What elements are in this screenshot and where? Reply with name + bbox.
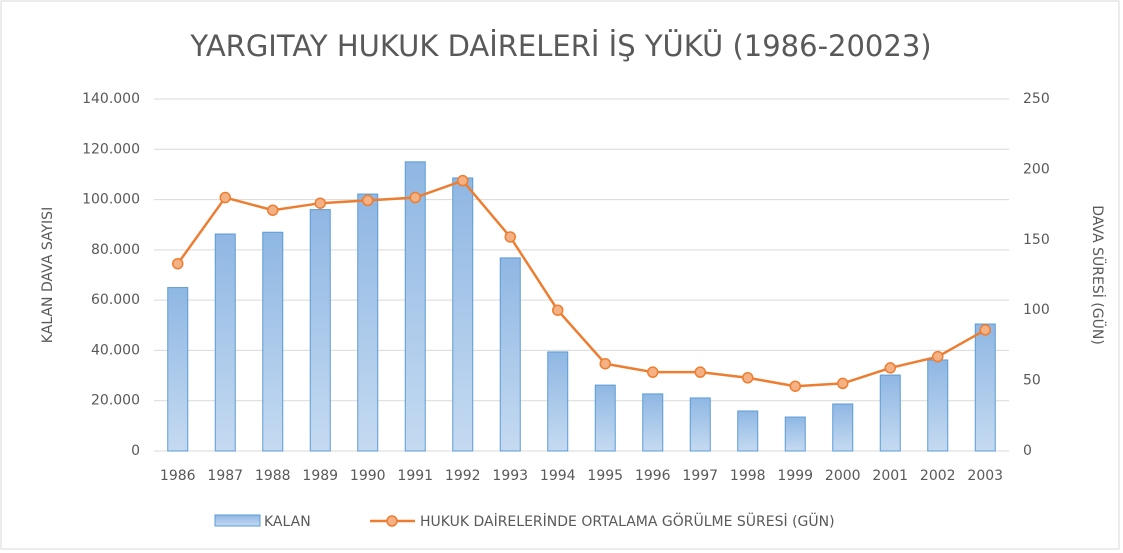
x-tick-label: 2002 <box>920 468 956 484</box>
y-tick-label: 20.000 <box>91 393 140 409</box>
bar <box>214 233 236 452</box>
line-marker <box>314 197 326 209</box>
bar <box>784 416 806 452</box>
bar <box>452 177 474 452</box>
legend-label: KALAN <box>264 514 311 530</box>
line-marker <box>362 194 374 207</box>
bar <box>499 257 521 452</box>
y2-tick-label: 0 <box>1023 443 1032 459</box>
x-tick-label: 1992 <box>445 468 481 484</box>
line-marker <box>409 191 421 204</box>
line-marker <box>647 366 659 378</box>
bar <box>879 374 901 452</box>
bar <box>737 410 759 452</box>
y2-tick-label: 200 <box>1023 161 1050 177</box>
x-tick-label: 1998 <box>730 468 766 484</box>
y-axis-title: KALAN DAVA SAYISI <box>40 207 56 343</box>
x-tick-label: 1995 <box>587 468 623 484</box>
x-tick-label: 1987 <box>207 468 243 484</box>
bar <box>927 359 949 452</box>
bar <box>832 403 854 452</box>
y2-axis-title: DAVA SÜRESİ (GÜN) <box>1089 205 1107 345</box>
bar <box>594 384 616 452</box>
x-tick-label: 1997 <box>682 468 718 484</box>
y-tick-label: 60.000 <box>91 292 140 308</box>
line-marker <box>789 380 801 392</box>
line-marker <box>504 231 516 243</box>
y-tick-label: 100.000 <box>82 192 140 208</box>
y2-tick-label: 150 <box>1023 232 1050 248</box>
x-tick-label: 1994 <box>540 468 576 484</box>
line-marker <box>694 366 706 378</box>
line-marker <box>599 357 611 370</box>
line <box>176 179 986 388</box>
y2-tick-label: 50 <box>1023 373 1041 389</box>
line-marker <box>742 372 754 384</box>
x-tick-label: 2001 <box>872 468 908 484</box>
x-tick-label: 1990 <box>350 468 386 484</box>
y2-tick-label: 100 <box>1023 302 1050 318</box>
legend-label: HUKUK DAİRELERİNDE ORTALAMA GÖRÜLME SÜRE… <box>420 512 835 530</box>
y-tick-label: 120.000 <box>82 141 140 157</box>
x-tick-label: 1996 <box>635 468 671 484</box>
y2-tick-label: 250 <box>1023 91 1050 107</box>
bar <box>689 397 711 452</box>
bar <box>547 351 569 452</box>
x-tick-label: 1991 <box>397 468 433 484</box>
legend-swatch-marker <box>386 515 398 527</box>
y-tick-label: 80.000 <box>91 242 140 258</box>
y-tick-label: 140.000 <box>82 91 140 107</box>
bar <box>167 287 189 452</box>
line-marker <box>837 377 849 390</box>
line-marker <box>457 174 469 187</box>
line-marker <box>219 191 231 204</box>
x-tick-label: 1993 <box>492 468 528 484</box>
chart-title: YARGITAY HUKUK DAİRELERİ İŞ YÜKÜ (1986-2… <box>189 29 931 63</box>
x-tick-label: 1999 <box>777 468 813 484</box>
bar <box>357 193 379 452</box>
x-tick-label: 1989 <box>302 468 338 484</box>
line-marker <box>267 204 279 216</box>
line-marker <box>552 304 564 316</box>
x-tick-label: 1986 <box>160 468 196 484</box>
line-marker <box>884 362 896 374</box>
y-tick-label: 0 <box>131 443 140 459</box>
bar <box>974 323 996 452</box>
line-marker <box>172 257 184 270</box>
bar <box>262 231 284 452</box>
legend-swatch <box>214 514 261 527</box>
y-tick-label: 40.000 <box>91 342 140 358</box>
bar <box>642 393 664 452</box>
x-tick-label: 2000 <box>825 468 861 484</box>
bar <box>309 209 331 452</box>
bar <box>404 161 426 452</box>
line-marker <box>979 324 991 336</box>
x-tick-label: 1988 <box>255 468 291 484</box>
line-marker <box>932 350 944 363</box>
x-tick-label: 2003 <box>967 468 1003 484</box>
